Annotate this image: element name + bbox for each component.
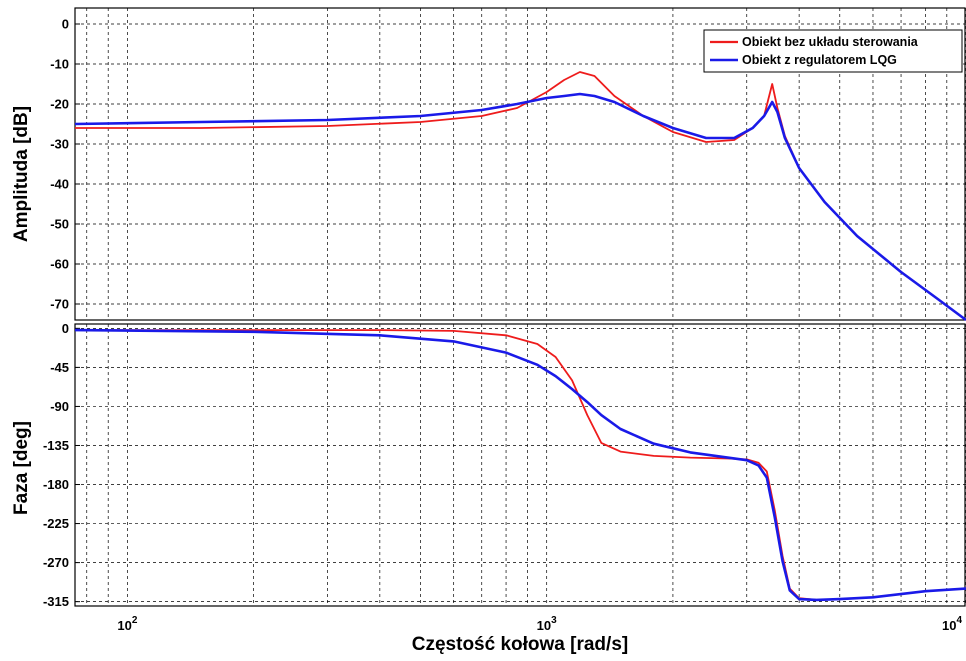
- magnitude-grid: [75, 8, 966, 320]
- phase-plot-area: [74, 323, 966, 607]
- phase-series: [74, 328, 966, 602]
- y-tick-label: -270: [43, 555, 69, 570]
- magnitude-y-axis-label: Amplituda [dB]: [11, 106, 32, 242]
- legend-box: [703, 29, 963, 73]
- x-tick-label: 104: [942, 615, 962, 633]
- phase-y-ticks: 0 -45 -90 -135 -180 -225 -270 -315: [43, 321, 80, 609]
- y-tick-label: 0: [62, 17, 69, 32]
- phase-grid: [75, 324, 966, 606]
- magnitude-series: [74, 71, 966, 322]
- legend-label-lqg: Obiekt z regulatorem LQG: [742, 53, 897, 67]
- y-tick-label: -45: [50, 360, 69, 375]
- y-tick-label: -20: [50, 97, 69, 112]
- series-line-lqg: [74, 92, 966, 322]
- phase-x-ticks: 102 103 104: [117, 615, 962, 633]
- series-line-lqg: [74, 328, 966, 602]
- y-tick-label: -50: [50, 217, 69, 232]
- y-tick-label: -225: [43, 516, 69, 531]
- legend-label-uncontrolled: Obiekt bez układu sterowania: [742, 35, 919, 49]
- x-tick-label: 103: [537, 615, 557, 633]
- y-tick-label: -40: [50, 177, 69, 192]
- legend: Obiekt bez układu sterowania Obiekt z re…: [703, 29, 963, 73]
- magnitude-y-ticks: 0 -10 -20 -30 -40 -50 -60 -70: [50, 17, 80, 312]
- y-tick-label: -10: [50, 57, 69, 72]
- y-tick-label: 0: [62, 321, 69, 336]
- y-tick-label: -70: [50, 297, 69, 312]
- y-tick-label: -30: [50, 137, 69, 152]
- y-tick-label: -315: [43, 594, 69, 609]
- x-axis-label: Częstość kołowa [rad/s]: [412, 634, 628, 655]
- y-tick-label: -90: [50, 399, 69, 414]
- phase-panel: 0 -45 -90 -135 -180 -225 -270 -315 102 103 104: [43, 321, 966, 633]
- y-tick-label: -60: [50, 257, 69, 272]
- phase-y-axis-label: Faza [deg]: [11, 421, 32, 515]
- y-tick-label: -135: [43, 438, 69, 453]
- x-tick-label: 102: [117, 615, 137, 633]
- y-tick-label: -180: [43, 477, 69, 492]
